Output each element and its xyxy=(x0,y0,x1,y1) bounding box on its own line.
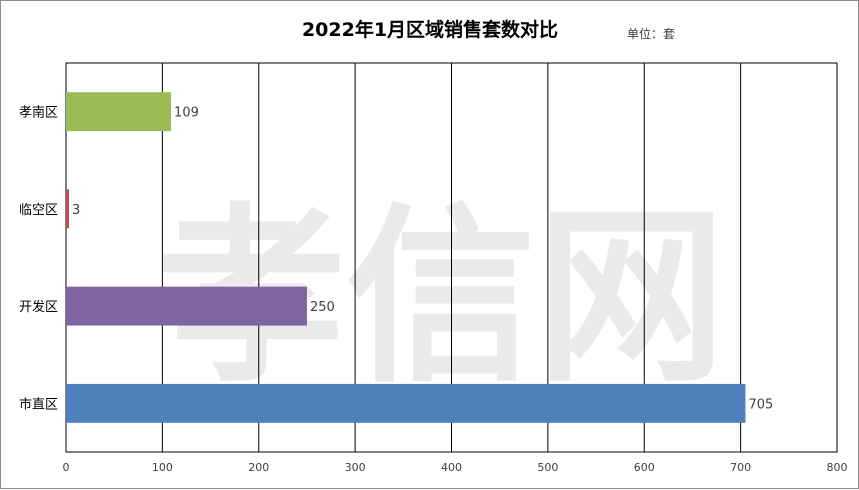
category-label: 临空区 xyxy=(19,203,58,218)
data-label: 250 xyxy=(310,300,335,315)
category-label: 市直区 xyxy=(19,396,58,412)
data-label: 705 xyxy=(748,397,773,412)
x-tick-label: 500 xyxy=(537,461,558,474)
category-label: 孝南区 xyxy=(19,105,58,121)
data-label: 109 xyxy=(174,106,199,121)
bar xyxy=(66,92,172,132)
x-tick-label: 200 xyxy=(248,461,269,474)
bar xyxy=(66,286,307,326)
unit-label: 单位：套 xyxy=(627,26,675,41)
x-tick-label: 100 xyxy=(152,461,173,474)
category-label: 开发区 xyxy=(19,299,58,315)
x-tick-label: 800 xyxy=(827,461,848,474)
bar xyxy=(66,189,69,229)
chart-title: 2022年1月区域销售套数对比 xyxy=(302,18,558,41)
plot-area: 0 100 200 300 400 500 600 700 800 109 孝南区 3 临空区 250 开发… xyxy=(19,62,848,474)
bar xyxy=(66,383,746,423)
x-tick-label: 0 xyxy=(63,461,70,474)
x-tick-label: 600 xyxy=(634,461,655,474)
plot-border xyxy=(65,62,838,453)
x-tick-label: 400 xyxy=(441,461,462,474)
data-label: 3 xyxy=(72,203,80,218)
x-tick-label: 300 xyxy=(345,461,366,474)
x-tick-label: 700 xyxy=(730,461,751,474)
